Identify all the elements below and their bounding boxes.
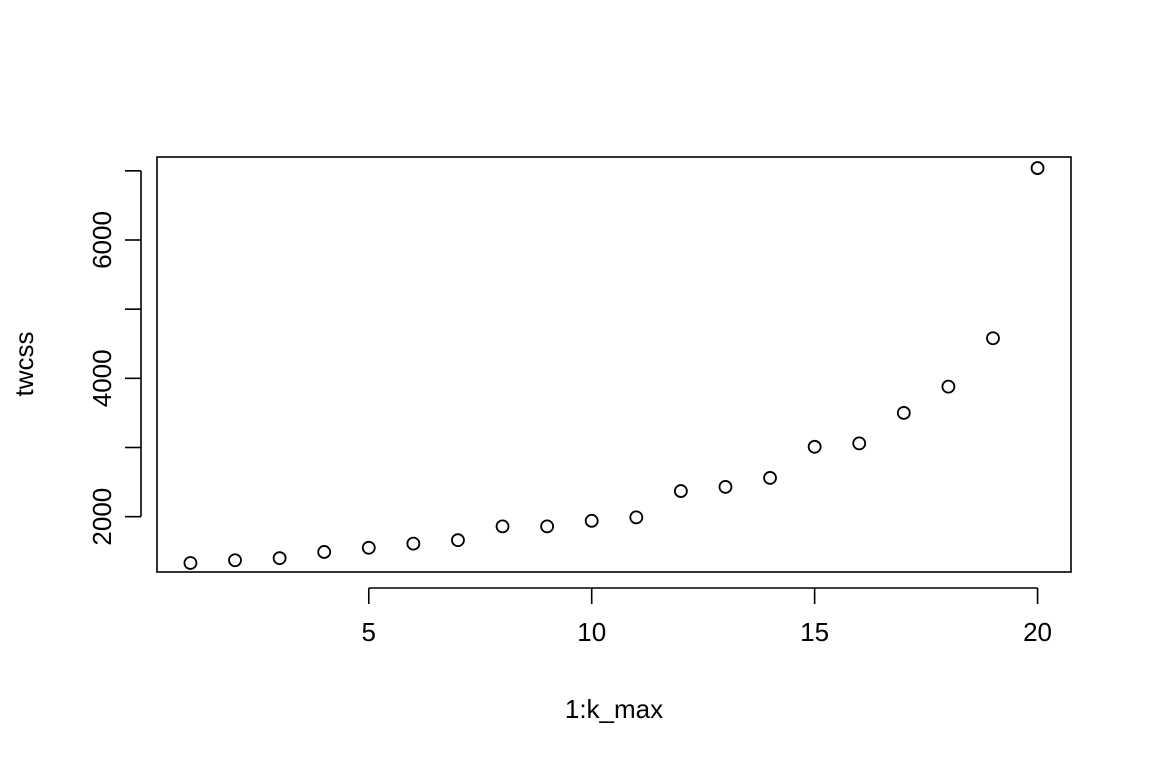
x-tick-label: 5 xyxy=(362,617,376,647)
data-point xyxy=(986,331,1000,346)
data-point xyxy=(807,439,822,454)
data-point xyxy=(272,551,287,566)
data-point xyxy=(361,540,376,555)
data-point xyxy=(406,536,421,551)
x-tick-label: 10 xyxy=(577,617,606,647)
data-point xyxy=(718,480,733,494)
data-point xyxy=(673,484,688,498)
data-points xyxy=(183,161,1045,570)
data-point xyxy=(629,510,644,525)
data-point xyxy=(228,553,242,568)
data-point xyxy=(451,533,465,548)
data-point xyxy=(852,436,867,451)
y-axis-label: twcss xyxy=(9,332,39,397)
x-tick-label: 20 xyxy=(1023,617,1052,647)
data-point xyxy=(584,513,599,528)
data-point xyxy=(763,471,777,485)
data-point xyxy=(540,519,555,534)
y-tick-label: 4000 xyxy=(87,349,117,407)
x-axis: 5 10 15 20 xyxy=(362,587,1052,647)
data-point xyxy=(941,379,956,394)
plot-area xyxy=(156,156,1072,573)
x-axis-label: 1:k_max xyxy=(565,694,663,724)
plot-frame xyxy=(156,156,1072,573)
data-point xyxy=(495,519,510,534)
y-axis: 2000 4000 6000 xyxy=(87,170,142,546)
data-point xyxy=(1030,161,1045,175)
data-point xyxy=(183,556,198,570)
y-tick-label: 6000 xyxy=(87,211,117,269)
data-point xyxy=(896,406,911,420)
data-point xyxy=(317,545,332,559)
x-tick-label: 15 xyxy=(800,617,829,647)
y-tick-label: 2000 xyxy=(87,488,117,546)
